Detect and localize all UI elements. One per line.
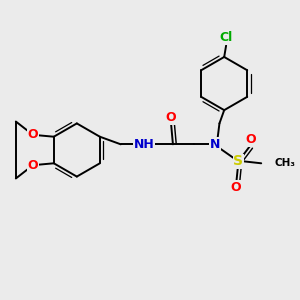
Text: N: N — [209, 138, 220, 151]
Text: O: O — [166, 111, 176, 124]
Text: O: O — [28, 159, 38, 172]
Text: O: O — [230, 181, 241, 194]
Text: NH: NH — [134, 138, 155, 151]
Text: S: S — [233, 154, 243, 168]
Text: O: O — [245, 133, 256, 146]
Text: CH₃: CH₃ — [274, 158, 296, 168]
Text: O: O — [28, 128, 38, 141]
Text: Cl: Cl — [220, 32, 233, 44]
